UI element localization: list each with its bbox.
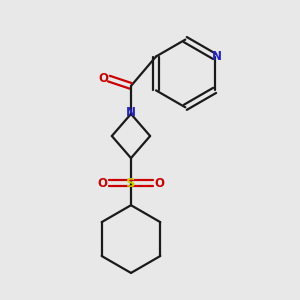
Text: O: O (98, 177, 107, 190)
Text: N: N (126, 106, 136, 119)
Text: S: S (126, 177, 136, 190)
Text: N: N (212, 50, 222, 63)
Text: O: O (154, 177, 164, 190)
Text: O: O (99, 71, 109, 85)
